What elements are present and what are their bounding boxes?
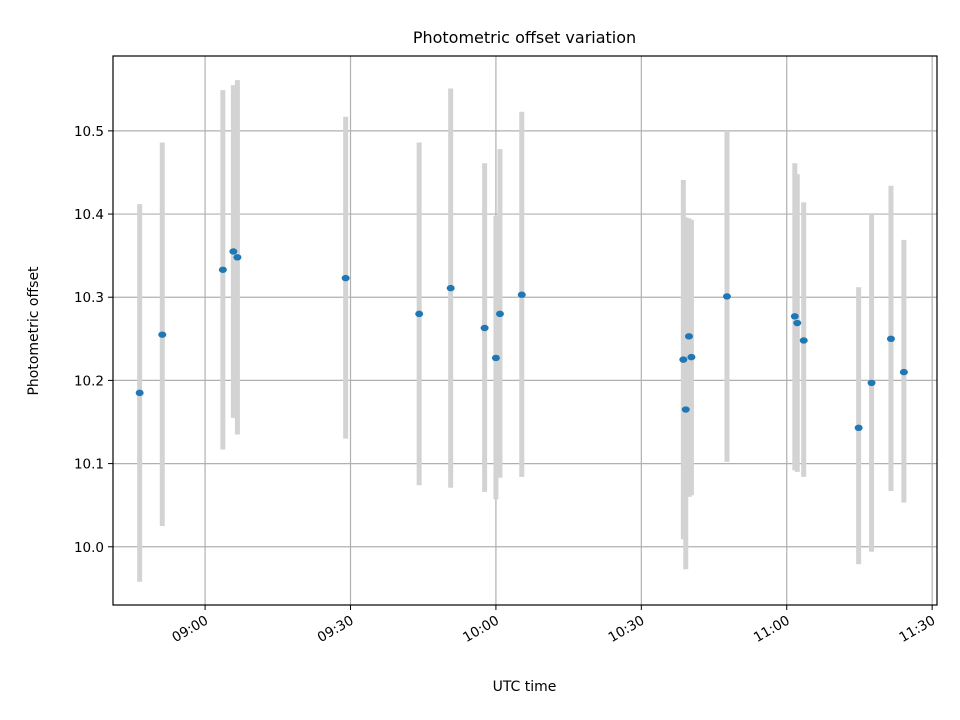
data-point (415, 310, 424, 318)
chart-title: Photometric offset variation (413, 28, 636, 47)
data-point (495, 310, 504, 318)
y-tick-label: 10.1 (74, 457, 104, 473)
axes-frame (112, 55, 938, 606)
data-point (679, 356, 688, 363)
y-tick-label: 10.2 (74, 373, 104, 389)
data-point (854, 424, 863, 432)
data-point (899, 368, 908, 376)
data-points (135, 248, 908, 432)
data-point (218, 266, 227, 273)
y-tick-label: 10.5 (74, 124, 104, 140)
y-axis-label: Photometric offset (26, 266, 42, 396)
data-point (799, 337, 808, 344)
data-point (233, 254, 242, 261)
data-point (135, 389, 144, 397)
data-point (684, 333, 693, 340)
data-point (687, 353, 696, 361)
data-point (480, 324, 489, 332)
data-point (446, 284, 455, 292)
y-tick-label: 10.4 (74, 207, 104, 223)
data-point (341, 274, 350, 282)
data-point (681, 406, 690, 413)
y-tick-label: 10.3 (74, 290, 104, 306)
data-point (790, 313, 799, 320)
data-point (517, 291, 526, 298)
data-point (491, 354, 500, 362)
data-point (886, 335, 895, 343)
data-point (867, 379, 876, 387)
x-axis-label: UTC time (493, 679, 557, 695)
data-point (158, 331, 167, 338)
data-point (229, 248, 238, 255)
data-point (793, 319, 802, 327)
y-tick-label: 10.0 (74, 540, 104, 556)
data-point (722, 293, 731, 300)
